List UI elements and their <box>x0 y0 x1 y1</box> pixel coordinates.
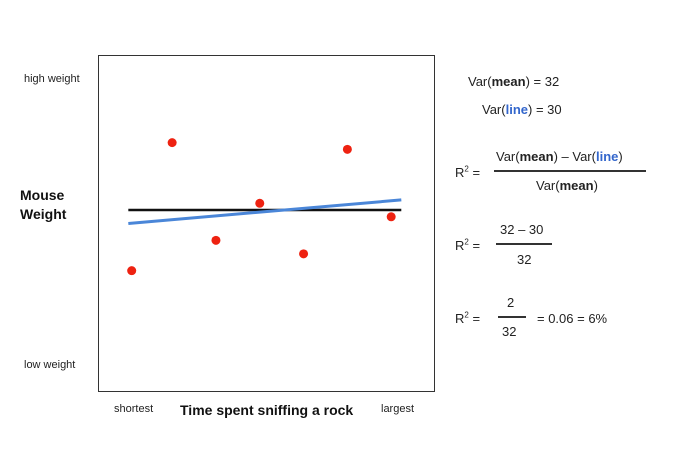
data-point-2 <box>167 138 177 148</box>
r2-exponent: 2 <box>464 237 469 247</box>
var-line-term: line <box>505 102 529 117</box>
var-line-text: Var(line) = 30 <box>482 102 562 117</box>
num-term-mean: mean <box>519 149 554 164</box>
step2-numerator: 32 – 30 <box>500 222 544 237</box>
r2-equals: = <box>468 311 481 326</box>
r2-label-1: R2 = <box>455 165 480 180</box>
step3-fraction-bar <box>498 316 526 318</box>
scatter-plot <box>98 55 435 392</box>
r2-letter: R <box>455 165 465 180</box>
r2-equals: = <box>468 165 481 180</box>
den-part-1: Var( <box>536 178 560 193</box>
y-axis-title-text: Mouse Weight <box>20 187 67 222</box>
num-part-3: ) <box>618 149 623 164</box>
step3-denominator: 32 <box>502 324 517 339</box>
fit-line <box>128 198 402 225</box>
den-term-mean: mean <box>559 178 594 193</box>
data-point-5 <box>299 249 309 259</box>
num-term-line: line <box>595 149 619 164</box>
r2-letter: R <box>455 238 465 253</box>
r2-exponent: 2 <box>464 310 469 320</box>
num-part-1: Var( <box>496 149 520 164</box>
formula-fraction-bar <box>494 170 646 172</box>
y-axis-title: Mouse Weight <box>20 186 100 224</box>
formula-numerator: Var(mean) – Var(line) <box>496 149 623 164</box>
r2-equals: = <box>468 238 481 253</box>
x-axis-title: Time spent sniffing a rock <box>180 402 354 418</box>
x-tick-low: shortest <box>114 403 154 415</box>
r2-label-3: R2 = <box>455 311 480 326</box>
r2-letter: R <box>455 311 465 326</box>
var-mean-term: mean <box>491 74 526 89</box>
var-line-suffix: ) = 30 <box>528 102 562 117</box>
step3-result: = 0.06 = 6% <box>537 311 608 326</box>
var-mean-text: Var(mean) = 32 <box>468 74 559 89</box>
step2-fraction-bar <box>496 243 552 245</box>
data-point-3 <box>211 235 221 245</box>
y-tick-high: high weight <box>24 73 80 85</box>
den-part-2: ) <box>593 178 598 193</box>
var-mean-prefix: Var( <box>468 74 492 89</box>
step3-numerator: 2 <box>507 295 515 310</box>
data-point-7 <box>386 212 396 222</box>
y-tick-low: low weight <box>24 359 76 371</box>
plot-frame <box>98 55 435 392</box>
x-tick-high: largest <box>381 403 415 415</box>
data-point-1 <box>127 266 137 276</box>
r2-exponent: 2 <box>464 164 469 174</box>
var-mean-suffix: ) = 32 <box>525 74 560 89</box>
step2-denominator: 32 <box>517 252 532 267</box>
data-point-4 <box>255 198 265 208</box>
r2-label-2: R2 = <box>455 238 480 253</box>
formula-denominator: Var(mean) <box>536 178 598 193</box>
data-point-6 <box>342 144 352 154</box>
var-line-prefix: Var( <box>482 102 506 117</box>
num-part-2: ) – Var( <box>553 149 596 164</box>
